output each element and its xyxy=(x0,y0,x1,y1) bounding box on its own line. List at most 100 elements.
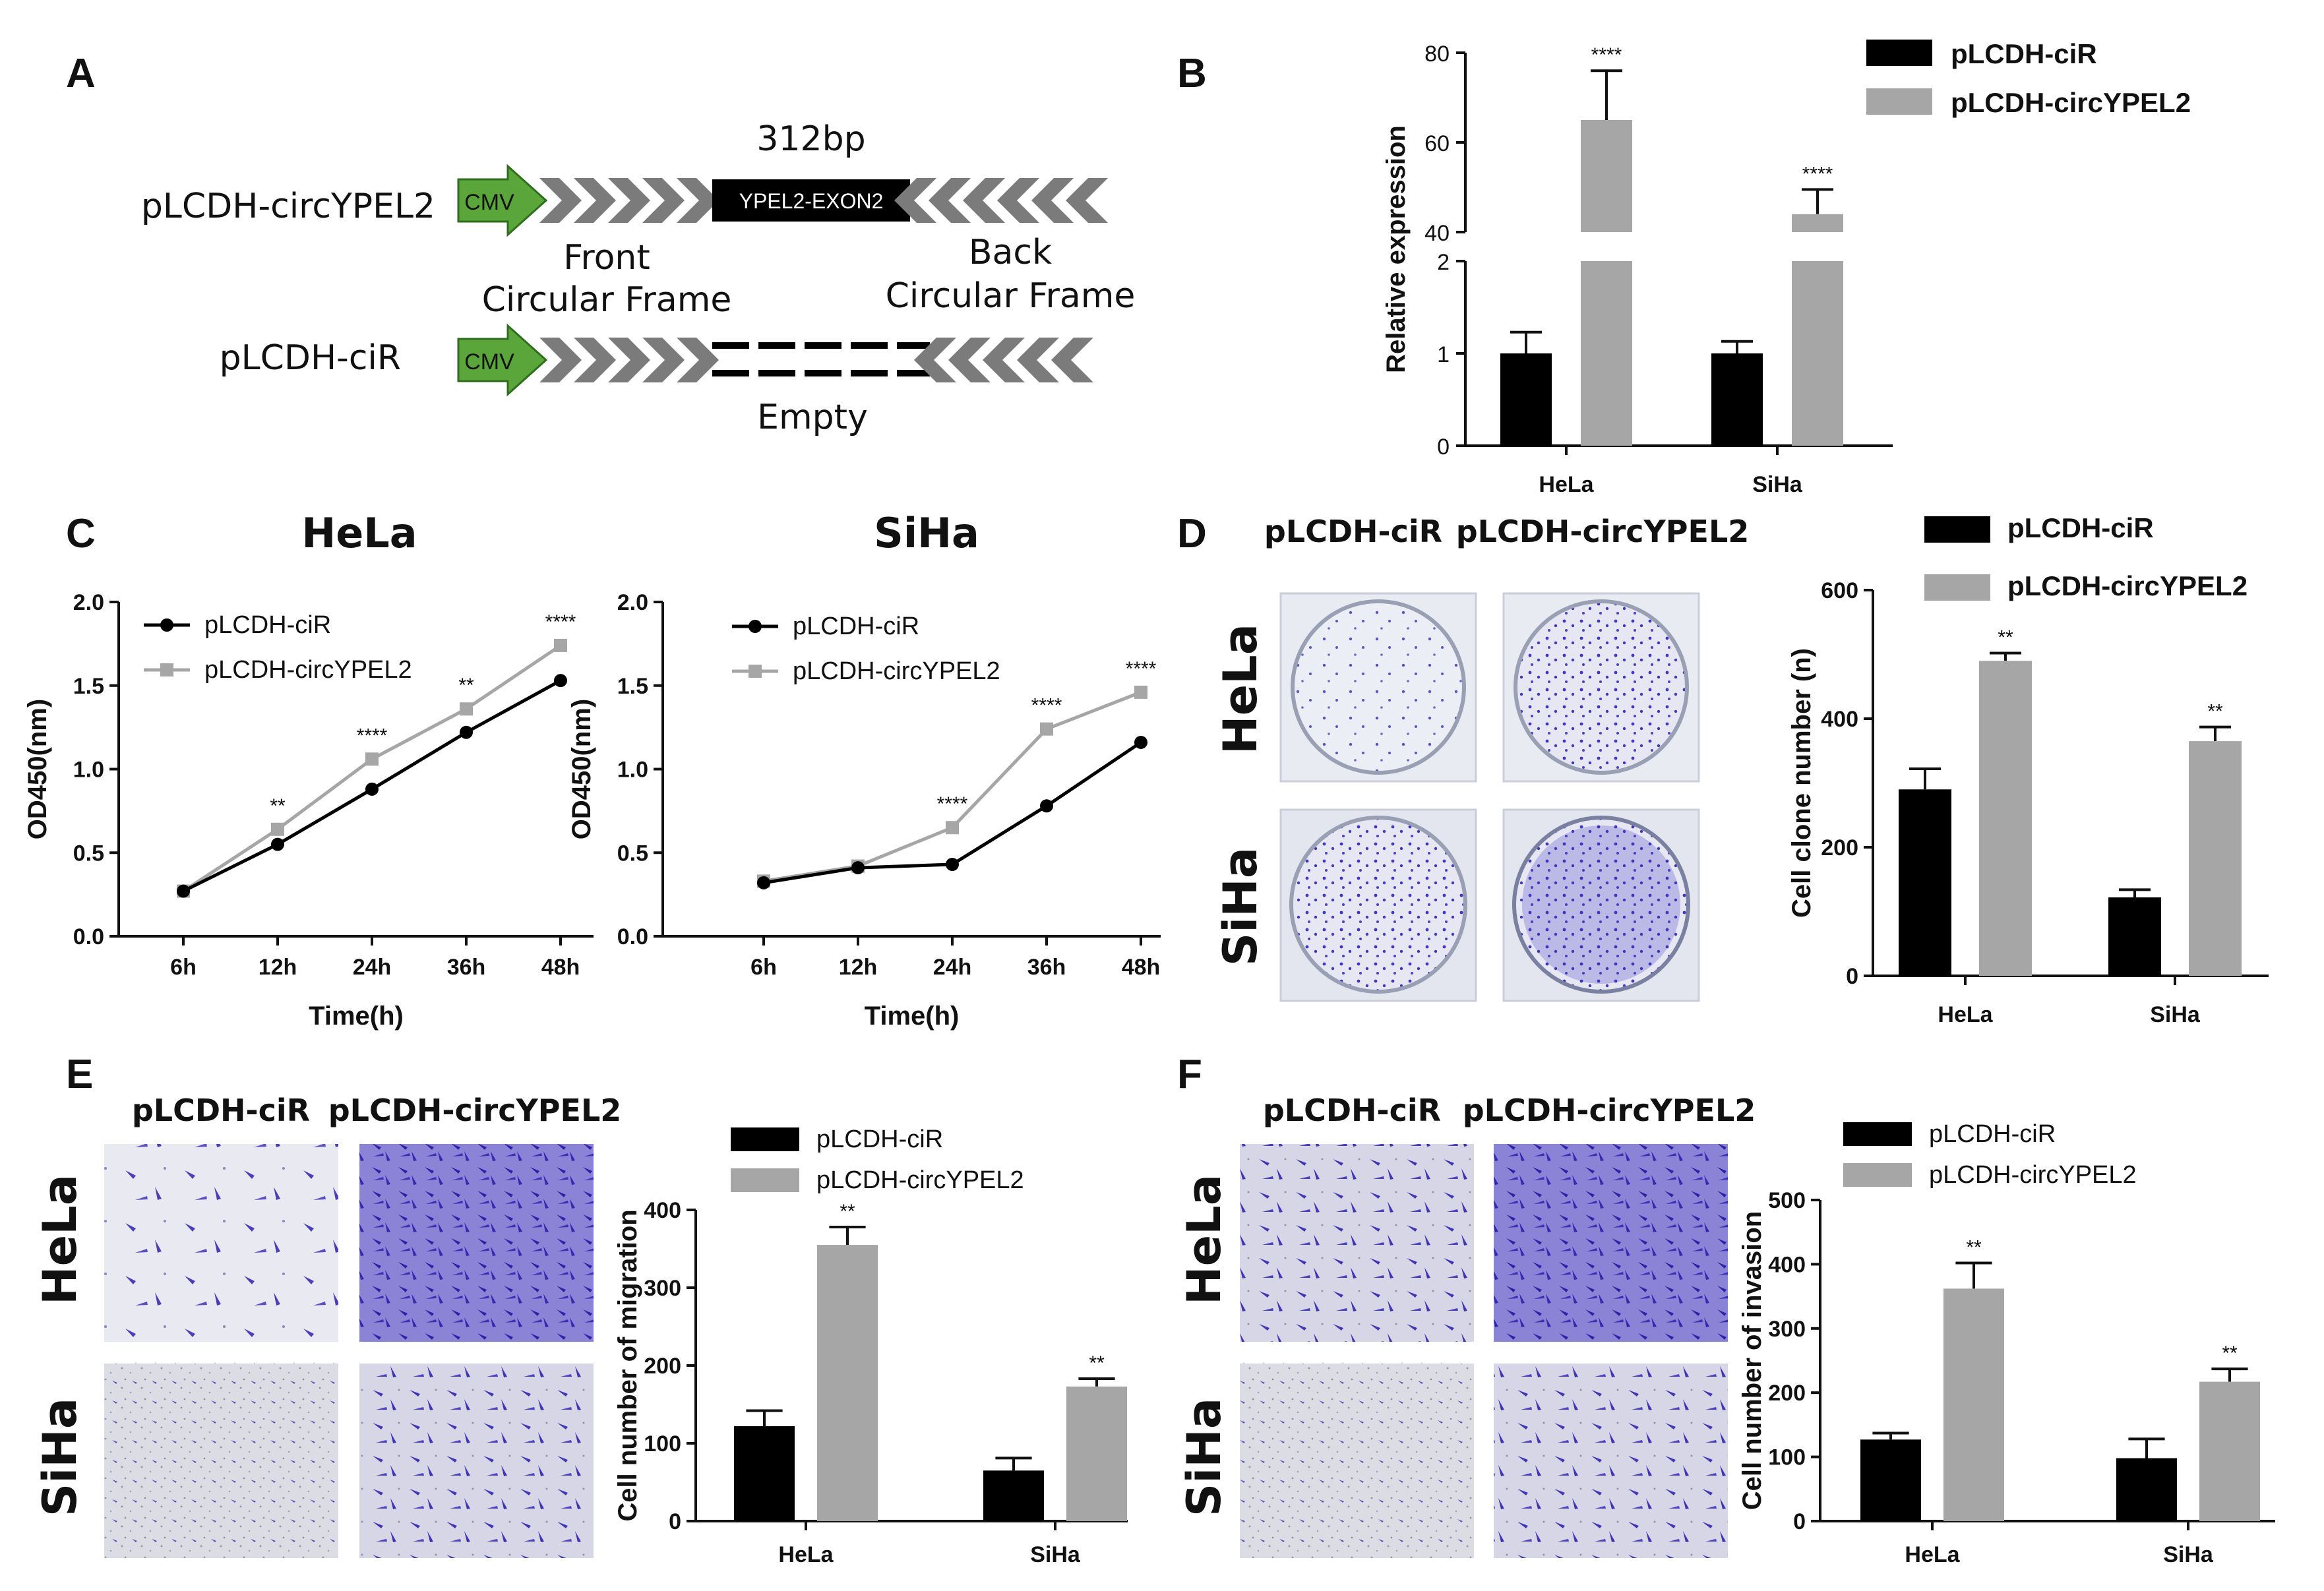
plate-siha-circypel2-dish xyxy=(1512,816,1690,994)
plate-hela-circypel2-dish xyxy=(1514,599,1689,775)
d-legend-label: pLCDH-ciR xyxy=(2007,512,2154,543)
d-legend-swatch xyxy=(1924,574,1990,601)
c-hela-point xyxy=(460,702,473,716)
c-hela-point xyxy=(365,752,379,766)
back-frame-label: Back xyxy=(969,233,1052,272)
c-siha-point xyxy=(1134,735,1147,749)
e-y-tick-label: 400 xyxy=(644,1198,681,1223)
construct-diagram: 312bp pLCDH-circYPEL2 pLCDH-ciR CMV YPEL… xyxy=(141,119,1135,437)
b-bar-lower xyxy=(1581,261,1632,446)
b-bar-upper xyxy=(1581,120,1632,232)
migration-siha-cir xyxy=(104,1364,338,1558)
f-bar xyxy=(2116,1458,2177,1521)
c-siha-point xyxy=(1040,799,1053,813)
insert-label: YPEL2-EXON2 xyxy=(739,189,884,213)
e-legend-swatch xyxy=(731,1168,799,1192)
d-legend-swatch xyxy=(1924,516,1990,543)
invasion-images xyxy=(1240,1144,1728,1558)
b-y-tick-label: 60 xyxy=(1424,131,1450,156)
f-x-tick-label: SiHa xyxy=(2163,1542,2214,1567)
b-x-tick-label: SiHa xyxy=(1752,472,1803,497)
f-y-tick-label: 500 xyxy=(1768,1188,1806,1213)
f-legend-label: pLCDH-circYPEL2 xyxy=(1929,1161,2137,1189)
e-row-label-hela: HeLa xyxy=(33,1174,87,1305)
b-bar xyxy=(1711,353,1763,446)
e-y-tick-label: 200 xyxy=(644,1354,681,1379)
c-siha-significance: **** xyxy=(1031,695,1062,717)
cmv-label-1: CMV xyxy=(464,190,514,215)
c-hela-point xyxy=(271,822,284,836)
c-hela-x-tick-label: 12h xyxy=(259,955,297,980)
c-siha-legend-marker xyxy=(749,620,762,633)
b-significance: **** xyxy=(1591,44,1622,66)
migration-siha-circypel2 xyxy=(359,1364,594,1558)
back-frame-chevrons-1 xyxy=(894,178,1108,223)
chart-b: 0 1 2 40 60 80 Relative expression HeLa **** SiHa… xyxy=(1382,38,2191,497)
c-hela-x-tick-label: 6h xyxy=(170,955,197,980)
f-row-label-hela: HeLa xyxy=(1177,1174,1231,1305)
d-y-tick-label: 600 xyxy=(1821,578,1858,603)
d-col-label-circypel2: pLCDH-circYPEL2 xyxy=(1456,514,1750,549)
front-frame-label-2: Circular Frame xyxy=(482,280,732,320)
cmv-promoter-arrow-1 xyxy=(457,164,548,237)
d-y-axis-label: Cell clone number (n) xyxy=(1787,648,1816,918)
chart-d: 0 200 400 600 Cell clone number (n) HeLa ** SiH… xyxy=(1787,512,2269,1027)
c-siha-x-tick-label: 12h xyxy=(839,955,878,980)
front-frame-label: Front xyxy=(563,238,650,278)
c-siha-title: SiHa xyxy=(874,509,979,557)
f-significance: ** xyxy=(1966,1236,1982,1258)
b-y-tick-label: 40 xyxy=(1424,221,1450,246)
c-hela-significance: **** xyxy=(545,611,576,633)
c-hela-point xyxy=(271,837,284,851)
c-hela-significance: **** xyxy=(357,725,388,746)
plate-hela-cir-dish xyxy=(1291,599,1466,775)
f-y-tick-label: 0 xyxy=(1793,1509,1806,1534)
c-siha-point xyxy=(946,821,959,835)
empty-insert-dashes xyxy=(712,342,930,376)
c-hela-legend-label: pLCDH-ciR xyxy=(204,611,331,639)
c-siha-significance: **** xyxy=(937,793,968,815)
c-hela-point xyxy=(365,782,379,796)
f-y-tick-label: 100 xyxy=(1768,1445,1806,1470)
d-bar xyxy=(1899,789,1951,976)
d-bar xyxy=(2108,897,2161,976)
back-frame-label-2: Circular Frame xyxy=(886,276,1136,316)
c-siha-x-axis-label: Time(h) xyxy=(865,1002,960,1031)
f-bar xyxy=(1943,1288,2004,1521)
c-siha-legend-marker xyxy=(749,665,762,678)
c-siha-y-tick-label: 1.0 xyxy=(617,758,648,783)
c-siha-significance: **** xyxy=(1126,658,1157,680)
d-bar xyxy=(2189,741,2242,976)
c-hela-point xyxy=(554,674,567,688)
cmv-label-2: CMV xyxy=(464,349,514,375)
c-siha-series-line xyxy=(763,690,1142,883)
e-col-label-circypel2: pLCDH-circYPEL2 xyxy=(328,1093,622,1128)
f-y-tick-label: 400 xyxy=(1768,1252,1806,1277)
invasion-hela-cir xyxy=(1240,1144,1474,1342)
d-significance: ** xyxy=(2207,701,2223,723)
d-row-label-siha: SiHa xyxy=(1213,847,1268,966)
d-y-tick-label: 200 xyxy=(1821,835,1858,860)
chart-c-hela: HeLa 0.0 0.5 1.0 1.5 2.0 6h 12h 24h 36h 48h Time(h)… xyxy=(23,509,594,1031)
d-bar xyxy=(1979,661,2032,976)
e-bar xyxy=(817,1245,878,1521)
e-col-label-cir: pLCDH-ciR xyxy=(132,1093,310,1128)
b-legend-swatch xyxy=(1866,40,1932,66)
c-hela-x-axis-label: Time(h) xyxy=(309,1002,404,1031)
back-frame-chevrons-2 xyxy=(914,338,1093,382)
c-siha-y-tick-label: 2.0 xyxy=(617,590,648,615)
f-row-label-siha: SiHa xyxy=(1177,1398,1231,1516)
c-hela-y-axis-label: OD450(nm) xyxy=(23,699,52,839)
c-hela-significance: ** xyxy=(458,675,474,696)
b-y-tick-label: 80 xyxy=(1424,42,1450,67)
insert-box xyxy=(712,179,910,222)
empty-label: Empty xyxy=(757,398,868,437)
panel-label-a: A xyxy=(66,51,96,96)
e-y-tick-label: 300 xyxy=(644,1276,681,1301)
c-hela-legend-marker xyxy=(160,618,173,632)
invasion-siha-cir xyxy=(1240,1364,1474,1558)
e-bar xyxy=(734,1426,795,1521)
c-hela-y-tick-label: 1.0 xyxy=(73,758,104,783)
